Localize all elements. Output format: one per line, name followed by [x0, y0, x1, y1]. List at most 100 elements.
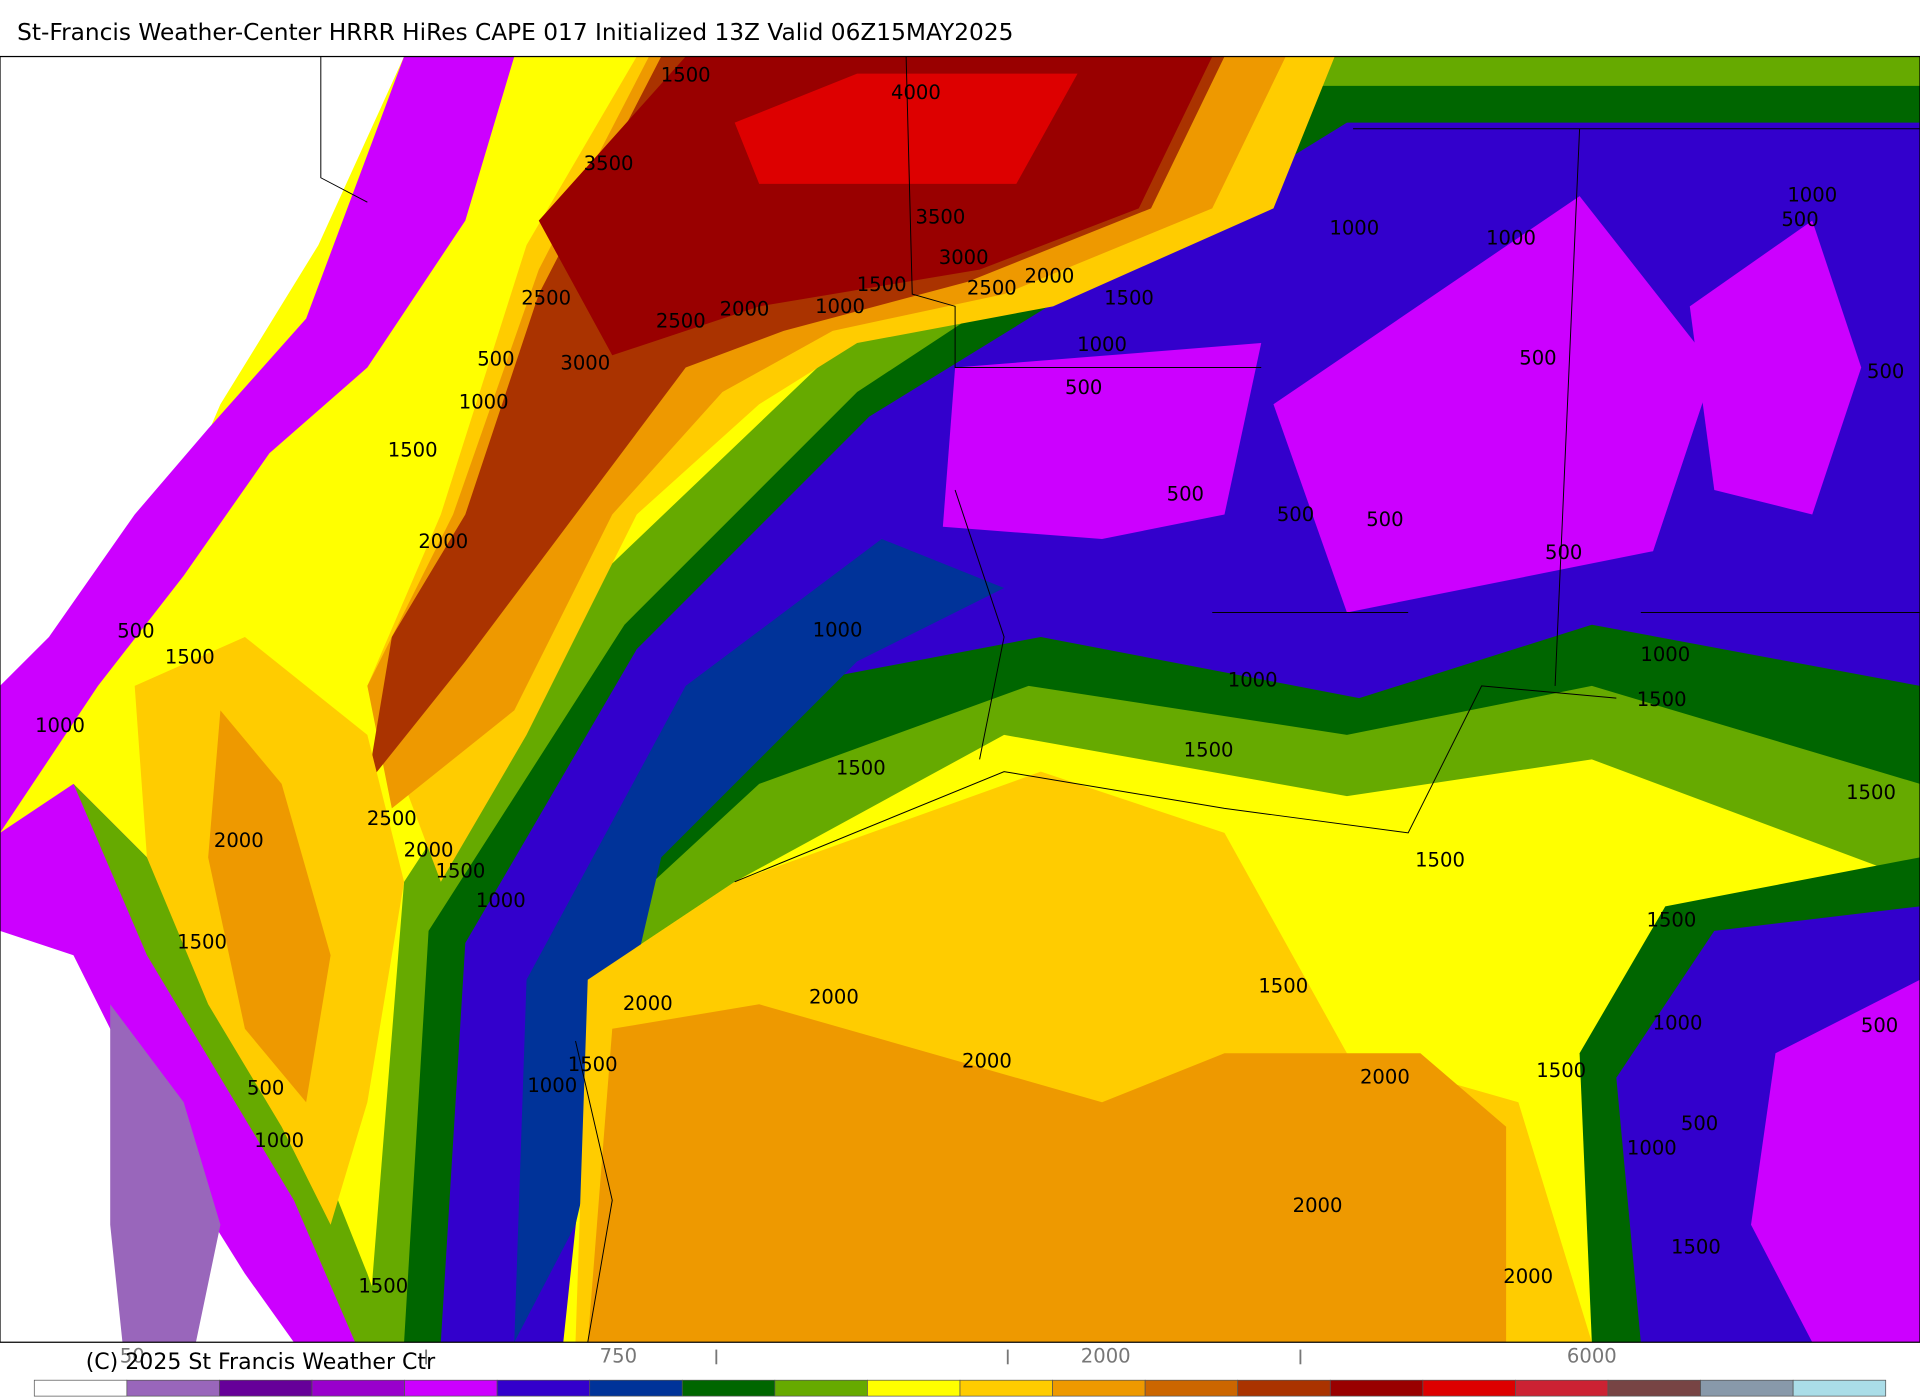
title: St-Francis Weather-Center HRRR HiRes CAP…	[17, 19, 1013, 46]
colorbar-swatch	[126, 1379, 220, 1397]
dark-blue-belt	[514, 538, 1005, 1343]
contour-label: 1500	[1647, 909, 1697, 932]
contour-label: 1500	[177, 931, 227, 954]
colorbar-swatch	[1052, 1379, 1146, 1397]
colorbar-swatch	[1329, 1379, 1424, 1397]
magenta-region	[1273, 196, 1715, 613]
contour-label: 2000	[214, 829, 264, 852]
contour-labels: 1500400035003500300025002000150010002000…	[35, 64, 1904, 1298]
contour-label: 500	[1681, 1112, 1718, 1135]
contour-label: 2500	[967, 277, 1017, 300]
contour-label: 3000	[939, 246, 989, 269]
colorbar-label: 6000	[1567, 1344, 1617, 1367]
contour-label: 500	[477, 348, 514, 371]
gulf-orange	[587, 1004, 1507, 1343]
contour-label: 1000	[254, 1129, 304, 1152]
contour-label: 1000	[35, 714, 85, 737]
contour-label: 1500	[661, 64, 711, 87]
contour-label: 1500	[1415, 849, 1465, 872]
contour-label: 500	[1519, 346, 1556, 369]
colorbar-label: 2000	[1081, 1344, 1131, 1367]
contour-label: 1000	[459, 391, 509, 414]
colorbar-swatch	[681, 1379, 776, 1397]
contour-label: 2000	[720, 298, 770, 321]
contour-label: 500	[1781, 208, 1818, 231]
contour-label: 1000	[527, 1074, 577, 1097]
contour-label: 500	[117, 620, 154, 643]
colorbar-swatch	[1607, 1379, 1701, 1397]
contour-label: 1000	[1787, 184, 1837, 207]
contour-label: 1500	[1258, 975, 1308, 998]
ocean-patch	[110, 1004, 221, 1343]
contour-label: 2000	[1360, 1065, 1410, 1088]
contour-label: 1500	[1104, 286, 1154, 309]
coast-band	[0, 56, 515, 833]
contour-label: 3000	[560, 351, 610, 374]
map-frame	[0, 55, 1920, 1343]
contour-label: 500	[1366, 508, 1403, 531]
contour-label: 1500	[165, 645, 215, 668]
colorbar-swatch	[33, 1379, 128, 1397]
contour-label: 500	[1861, 1014, 1898, 1037]
contour-label: 500	[1167, 482, 1204, 505]
contour-label: 1000	[1228, 669, 1278, 692]
contour-label: 1000	[1329, 217, 1379, 240]
contour-label: 1500	[358, 1275, 408, 1298]
colorbar-swatch	[1144, 1379, 1239, 1397]
colorbar-swatch	[404, 1379, 498, 1397]
red-region	[734, 73, 1078, 184]
contour-label: 1500	[836, 757, 886, 780]
contour-label: 500	[1867, 360, 1904, 383]
contour-label: 3500	[915, 206, 965, 229]
colorbar-swatch	[1792, 1379, 1887, 1397]
colorbar-swatch	[959, 1379, 1053, 1397]
colorbar-label: 750	[600, 1344, 637, 1367]
magenta-region	[1689, 220, 1862, 515]
coast-green	[73, 783, 392, 1343]
colorbar-swatch	[1515, 1379, 1609, 1397]
colorbar-swatch	[496, 1379, 591, 1397]
contour-label: 2500	[656, 310, 706, 333]
contour-label: 1000	[1077, 333, 1127, 356]
contour-label: 4000	[891, 81, 941, 104]
orange-west	[208, 710, 331, 1103]
contour-label: 2500	[367, 807, 417, 830]
contour-label: 1000	[1627, 1136, 1677, 1159]
colorbar-swatch	[774, 1379, 868, 1397]
contour-label: 1000	[1486, 226, 1536, 249]
contour-label: 2000	[809, 986, 859, 1009]
contour-label: 1500	[1637, 688, 1687, 711]
colorbar-label: 50	[120, 1344, 145, 1367]
colorbar-swatch	[867, 1379, 961, 1397]
contour-label: 1500	[857, 273, 907, 296]
se-magenta	[1751, 979, 1920, 1343]
colorbar-swatch	[589, 1379, 683, 1397]
contour-label: 1500	[1184, 738, 1234, 761]
colorbar-swatch	[219, 1379, 313, 1397]
colorbar-swatch	[1237, 1379, 1331, 1397]
contour-label: 2000	[623, 992, 673, 1015]
contour-label: 3500	[584, 152, 634, 175]
contour-label: 1500	[1536, 1059, 1586, 1082]
copyright: (C) 2025 St Francis Weather Ctr	[86, 1350, 436, 1375]
colorbar-swatch	[1422, 1379, 1516, 1397]
contour-label: 500	[247, 1076, 284, 1099]
colorbar: 50 750 2000 6000	[33, 1344, 1887, 1397]
colorbar-swatch	[1700, 1379, 1794, 1397]
contour-label: 1000	[813, 618, 863, 641]
magenta-region	[942, 343, 1262, 539]
contour-label: 1000	[815, 295, 865, 318]
contour-label: 1500	[388, 438, 438, 461]
contour-label: 1000	[476, 889, 526, 912]
contour-label: 2000	[418, 530, 468, 553]
contour-label: 1500	[1671, 1235, 1721, 1258]
contour-label: 1500	[568, 1053, 618, 1076]
contour-label: 1500	[435, 860, 485, 883]
contour-label: 1000	[1640, 643, 1690, 666]
contour-label: 500	[1065, 376, 1102, 399]
contour-label: 2000	[404, 839, 454, 862]
map	[0, 55, 1920, 1343]
contour-label: 500	[1545, 541, 1582, 564]
